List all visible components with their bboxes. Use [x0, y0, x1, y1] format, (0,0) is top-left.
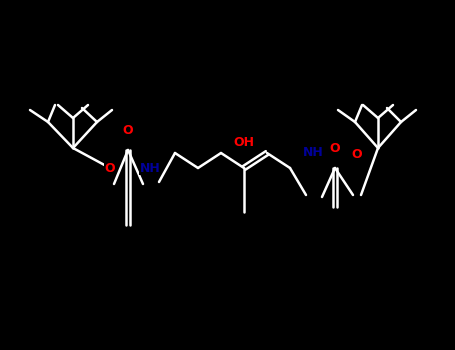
Text: O: O: [105, 161, 115, 175]
Text: O: O: [330, 141, 340, 154]
Text: O: O: [123, 124, 133, 136]
Text: OH: OH: [233, 136, 254, 149]
Text: O: O: [352, 148, 362, 161]
Text: NH: NH: [303, 147, 324, 160]
Text: NH: NH: [140, 161, 160, 175]
